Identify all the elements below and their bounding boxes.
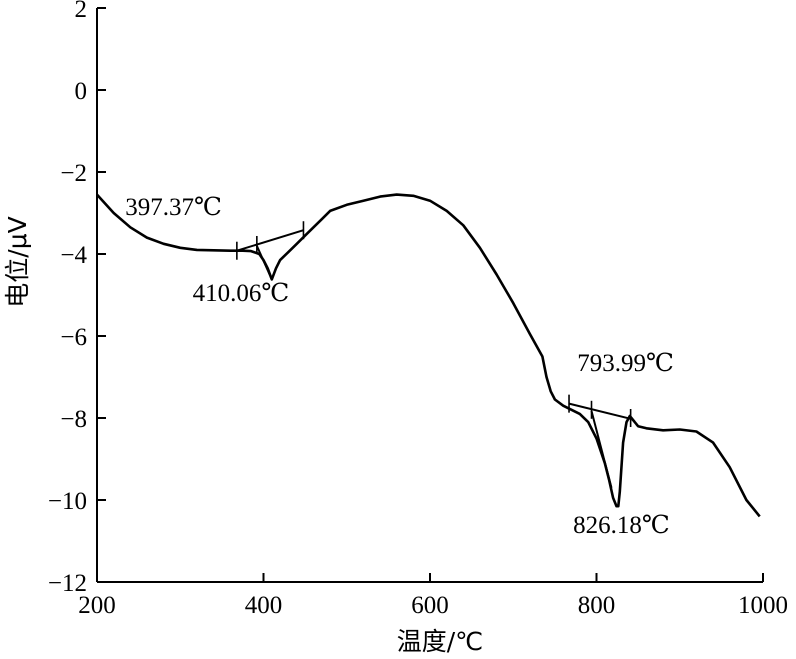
- x-tick-label: 200: [78, 592, 116, 619]
- peak-annotation: 793.99℃: [577, 350, 674, 377]
- plot-area: 397.37℃ 410.06℃ 793.99℃ 826.18℃: [96, 193, 761, 539]
- y-tick-label: −12: [48, 570, 87, 597]
- peak-annotation: 397.37℃: [125, 194, 222, 221]
- tangent-line: [255, 245, 273, 280]
- x-tick-label: 600: [411, 592, 449, 619]
- x-tick-label: 1000: [738, 592, 788, 619]
- peak-annotation: 826.18℃: [573, 512, 670, 539]
- x-tick-label: 400: [245, 592, 283, 619]
- y-axis-title: 电位/μV: [3, 216, 32, 307]
- dta-curve: [96, 193, 761, 518]
- y-tick-label: −8: [60, 406, 87, 433]
- y-tick-label: 0: [75, 78, 88, 105]
- x-tick-label: 800: [578, 592, 616, 619]
- peak-annotation: 410.06℃: [193, 280, 290, 307]
- tangent-line: [590, 410, 613, 488]
- peak-baseline: [568, 402, 631, 420]
- y-tick-label: 2: [75, 0, 88, 23]
- y-tick-label: −6: [60, 324, 87, 351]
- x-axis-title: 温度/℃: [397, 627, 484, 656]
- y-tick-label: −4: [60, 242, 87, 269]
- peak-baseline: [236, 229, 304, 252]
- y-tick-label: −10: [48, 488, 87, 515]
- y-tick-label: −2: [60, 160, 87, 187]
